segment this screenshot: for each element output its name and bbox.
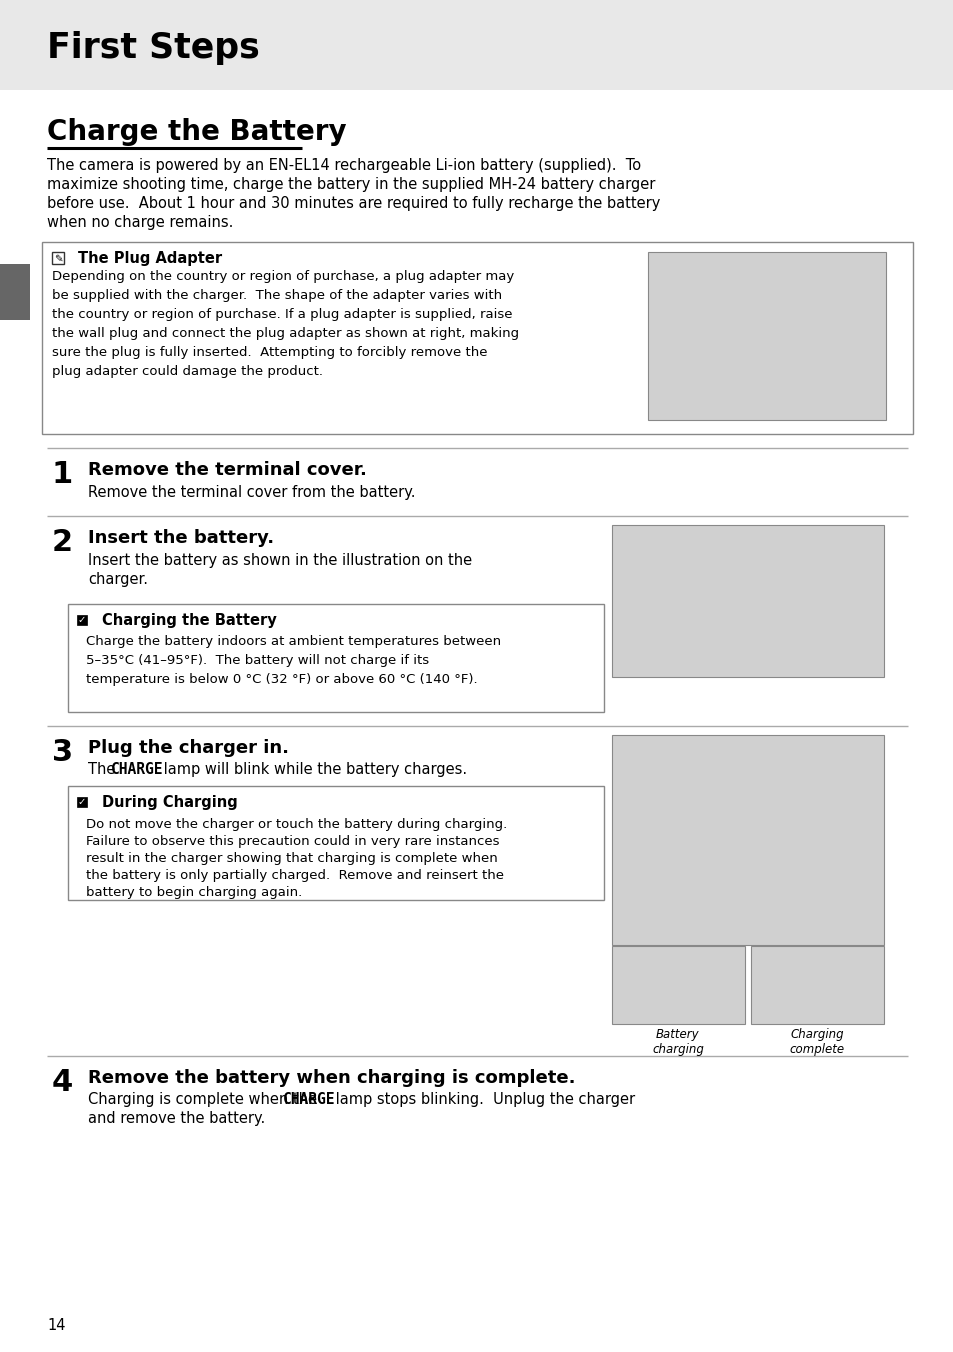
Text: The Plug Adapter: The Plug Adapter xyxy=(78,251,222,266)
Text: lamp stops blinking.  Unplug the charger: lamp stops blinking. Unplug the charger xyxy=(331,1092,635,1107)
Text: Remove the battery when charging is complete.: Remove the battery when charging is comp… xyxy=(88,1069,575,1087)
Text: ✓: ✓ xyxy=(78,798,86,807)
Text: lamp will blink while the battery charges.: lamp will blink while the battery charge… xyxy=(159,763,467,777)
Text: The: The xyxy=(88,763,120,777)
Bar xyxy=(612,735,883,945)
Text: First Steps: First Steps xyxy=(47,31,259,65)
Text: the country or region of purchase. If a plug adapter is supplied, raise: the country or region of purchase. If a … xyxy=(52,308,512,320)
Text: battery to begin charging again.: battery to begin charging again. xyxy=(86,886,302,899)
Text: 1: 1 xyxy=(52,460,73,489)
Text: 3: 3 xyxy=(52,738,73,767)
Text: charging: charging xyxy=(652,1042,703,1056)
Text: 5–35°C (41–95°F).  The battery will not charge if its: 5–35°C (41–95°F). The battery will not c… xyxy=(86,654,429,667)
Bar xyxy=(68,604,603,713)
Bar xyxy=(68,786,603,900)
Text: sure the plug is fully inserted.  Attempting to forcibly remove the: sure the plug is fully inserted. Attempt… xyxy=(52,346,487,360)
Text: CHARGE: CHARGE xyxy=(111,763,163,777)
Text: when no charge remains.: when no charge remains. xyxy=(47,215,233,230)
Text: Battery: Battery xyxy=(656,1028,700,1041)
Text: result in the charger showing that charging is complete when: result in the charger showing that charg… xyxy=(86,852,497,865)
Text: be supplied with the charger.  The shape of the adapter varies with: be supplied with the charger. The shape … xyxy=(52,289,501,301)
Text: CHARGE: CHARGE xyxy=(283,1092,335,1107)
Text: the battery is only partially charged.  Remove and reinsert the: the battery is only partially charged. R… xyxy=(86,869,503,882)
Text: plug adapter could damage the product.: plug adapter could damage the product. xyxy=(52,365,323,379)
Text: Insert the battery as shown in the illustration on the: Insert the battery as shown in the illus… xyxy=(88,553,472,568)
Text: and remove the battery.: and remove the battery. xyxy=(88,1111,265,1126)
Text: Do not move the charger or touch the battery during charging.: Do not move the charger or touch the bat… xyxy=(86,818,507,831)
Bar xyxy=(76,615,87,625)
Bar xyxy=(0,264,30,320)
Bar xyxy=(42,242,912,434)
Text: maximize shooting time, charge the battery in the supplied MH-24 battery charger: maximize shooting time, charge the batte… xyxy=(47,177,655,192)
Text: Charging: Charging xyxy=(789,1028,842,1041)
Bar xyxy=(612,525,883,677)
Bar xyxy=(52,253,64,264)
Text: Charging is complete when the: Charging is complete when the xyxy=(88,1092,321,1107)
Text: During Charging: During Charging xyxy=(102,795,237,810)
Text: Plug the charger in.: Plug the charger in. xyxy=(88,740,289,757)
Text: charger.: charger. xyxy=(88,572,148,587)
Bar xyxy=(647,251,885,420)
Bar xyxy=(76,796,87,807)
Text: before use.  About 1 hour and 30 minutes are required to fully recharge the batt: before use. About 1 hour and 30 minutes … xyxy=(47,196,659,211)
Text: Charge the battery indoors at ambient temperatures between: Charge the battery indoors at ambient te… xyxy=(86,635,500,648)
Text: ✓: ✓ xyxy=(78,615,86,625)
Text: Remove the terminal cover from the battery.: Remove the terminal cover from the batte… xyxy=(88,485,416,500)
Bar xyxy=(750,946,883,1023)
Text: Depending on the country or region of purchase, a plug adapter may: Depending on the country or region of pu… xyxy=(52,270,514,283)
Text: 14: 14 xyxy=(47,1318,66,1333)
Bar xyxy=(0,0,953,91)
Text: complete: complete xyxy=(789,1042,843,1056)
Text: Remove the terminal cover.: Remove the terminal cover. xyxy=(88,461,367,479)
Text: Charging the Battery: Charging the Battery xyxy=(102,612,276,627)
Text: ✎: ✎ xyxy=(53,253,62,264)
Text: Charge the Battery: Charge the Battery xyxy=(47,118,346,146)
Text: Failure to observe this precaution could in very rare instances: Failure to observe this precaution could… xyxy=(86,836,499,848)
Text: The camera is powered by an EN-EL14 rechargeable Li-ion battery (supplied).  To: The camera is powered by an EN-EL14 rech… xyxy=(47,158,640,173)
Bar xyxy=(612,946,744,1023)
Text: 2: 2 xyxy=(52,529,73,557)
Text: 4: 4 xyxy=(52,1068,73,1096)
Text: the wall plug and connect the plug adapter as shown at right, making: the wall plug and connect the plug adapt… xyxy=(52,327,518,339)
Text: Insert the battery.: Insert the battery. xyxy=(88,529,274,548)
Text: temperature is below 0 °C (32 °F) or above 60 °C (140 °F).: temperature is below 0 °C (32 °F) or abo… xyxy=(86,673,477,685)
